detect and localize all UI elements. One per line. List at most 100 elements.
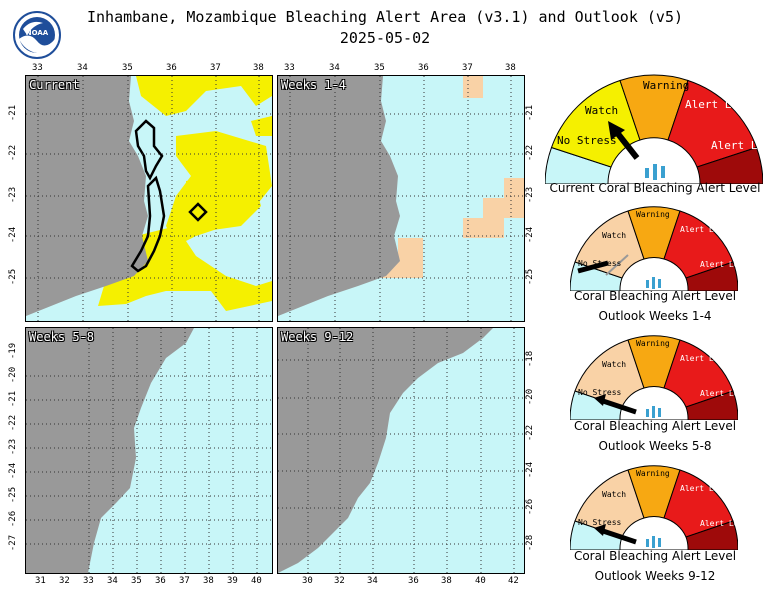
grid xyxy=(26,328,272,573)
panel-label: Current xyxy=(29,78,80,92)
page-title: Inhambane, Mozambique Bleaching Alert Ar… xyxy=(86,8,684,26)
tick-label: -28 xyxy=(525,534,535,552)
svg-text:No Stress: No Stress xyxy=(557,134,617,147)
tick-label: -27 xyxy=(8,534,18,552)
tick-label: -21 xyxy=(8,390,18,408)
tick-label: 36 xyxy=(155,576,166,586)
tick-label: 36 xyxy=(408,576,419,586)
coral-icon xyxy=(646,406,661,418)
grid xyxy=(26,76,272,321)
panel-label: Weeks 1-4 xyxy=(281,78,347,92)
tick-label: 35 xyxy=(374,63,385,73)
gauge-caption: Outlook Weeks 9-12 xyxy=(594,569,716,583)
tick-label: 42 xyxy=(508,576,519,586)
tick-label: 38 xyxy=(253,63,264,73)
coral-icon xyxy=(645,164,665,180)
tick-label: 32 xyxy=(59,576,70,586)
svg-text:Warning: Warning xyxy=(636,469,670,478)
svg-text:Warning: Warning xyxy=(636,339,670,348)
page-date: 2025-05-02 xyxy=(339,29,431,47)
tick-label: 33 xyxy=(32,63,43,73)
svg-text:Watch: Watch xyxy=(602,490,626,499)
tick-label: 34 xyxy=(77,63,88,73)
tick-label: 38 xyxy=(441,576,452,586)
panel-label: Weeks 5-8 xyxy=(29,330,95,344)
tick-label: -22 xyxy=(8,144,18,162)
svg-text:No Stress: No Stress xyxy=(578,518,622,527)
tick-label: -20 xyxy=(525,388,535,406)
svg-text:Alert Level 1: Alert Level 1 xyxy=(685,98,763,111)
tick-label: -24 xyxy=(525,461,535,479)
panel-label: Weeks 9-12 xyxy=(281,330,354,344)
tick-label: 40 xyxy=(251,576,262,586)
tick-label: 32 xyxy=(334,576,345,586)
tick-label: 35 xyxy=(122,63,133,73)
tick-label: -26 xyxy=(525,498,535,516)
gauge-caption: Coral Bleaching Alert Level xyxy=(573,419,737,433)
svg-text:Warning: Warning xyxy=(636,210,670,219)
tick-label: 38 xyxy=(505,63,516,73)
gauge-caption: Coral Bleaching Alert Level xyxy=(573,549,737,563)
noaa-logo: NOAA xyxy=(13,11,61,59)
svg-text:Alert Level 1: Alert Level 1 xyxy=(680,225,738,234)
svg-text:No Stress: No Stress xyxy=(578,259,622,268)
tick-label: 33 xyxy=(83,576,94,586)
tick-label: -23 xyxy=(525,186,535,204)
land-area xyxy=(278,76,400,316)
svg-text:Watch: Watch xyxy=(602,231,626,240)
tick-label: -18 xyxy=(525,350,535,368)
tick-label: -23 xyxy=(8,186,18,204)
tick-label: -21 xyxy=(525,104,535,122)
land-area xyxy=(278,328,493,573)
alert-gauge-weeks-9-12: No Stress Watch Warning Alert Level 1 Al… xyxy=(570,465,738,550)
tick-label: 30 xyxy=(302,576,313,586)
tick-label: -22 xyxy=(525,424,535,442)
svg-text:Warning: Warning xyxy=(643,79,689,92)
grid xyxy=(278,328,524,573)
svg-text:Alert Level 1: Alert Level 1 xyxy=(680,484,738,493)
map-panel-weeks-5-8[interactable]: Weeks 5-8 xyxy=(25,327,273,574)
tick-label: 35 xyxy=(131,576,142,586)
tick-label: 37 xyxy=(210,63,221,73)
map-panel-weeks-1-4[interactable]: Weeks 1-4 xyxy=(277,75,525,322)
map-panel-weeks-9-12[interactable]: Weeks 9-12 xyxy=(277,327,525,574)
tick-label: 34 xyxy=(367,576,378,586)
coral-icon xyxy=(646,277,661,289)
gauge-caption: Outlook Weeks 1-4 xyxy=(598,309,712,323)
svg-text:Alert Level 1: Alert Level 1 xyxy=(680,354,738,363)
tick-label: -22 xyxy=(525,144,535,162)
gauge-caption: Coral Bleaching Alert Level xyxy=(573,289,737,303)
svg-text:Alert Level 2: Alert Level 2 xyxy=(700,519,738,528)
tick-label: 37 xyxy=(179,576,190,586)
map-panel-current[interactable]: Current xyxy=(25,75,273,322)
tick-label: -20 xyxy=(8,366,18,384)
tick-label: 33 xyxy=(284,63,295,73)
svg-text:Watch: Watch xyxy=(585,104,618,117)
tick-label: -24 xyxy=(525,226,535,244)
svg-text:Alert Level 2: Alert Level 2 xyxy=(711,139,763,152)
tick-label: 38 xyxy=(203,576,214,586)
tick-label: -25 xyxy=(525,268,535,286)
svg-text:No Stress: No Stress xyxy=(578,388,622,397)
watch-outlook-area xyxy=(378,76,524,278)
tick-label: 31 xyxy=(35,576,46,586)
svg-text:Watch: Watch xyxy=(602,360,626,369)
grid xyxy=(278,76,524,321)
tick-label: -24 xyxy=(8,226,18,244)
coral-icon xyxy=(646,536,661,548)
tick-label: -25 xyxy=(8,268,18,286)
tick-label: -25 xyxy=(8,486,18,504)
svg-text:NOAA: NOAA xyxy=(26,29,49,37)
alert-gauge-weeks-1-4: No Stress Watch Warning Alert Level 1 Al… xyxy=(570,206,738,291)
tick-label: -21 xyxy=(8,104,18,122)
land-area xyxy=(26,328,194,573)
tick-label: 36 xyxy=(166,63,177,73)
svg-text:Alert Level 2: Alert Level 2 xyxy=(700,389,738,398)
tick-label: -19 xyxy=(8,342,18,360)
gauge-caption: Outlook Weeks 5-8 xyxy=(598,439,712,453)
tick-label: 39 xyxy=(227,576,238,586)
tick-label: -26 xyxy=(8,510,18,528)
tick-label: 34 xyxy=(329,63,340,73)
tick-label: 34 xyxy=(107,576,118,586)
tick-label: -24 xyxy=(8,462,18,480)
